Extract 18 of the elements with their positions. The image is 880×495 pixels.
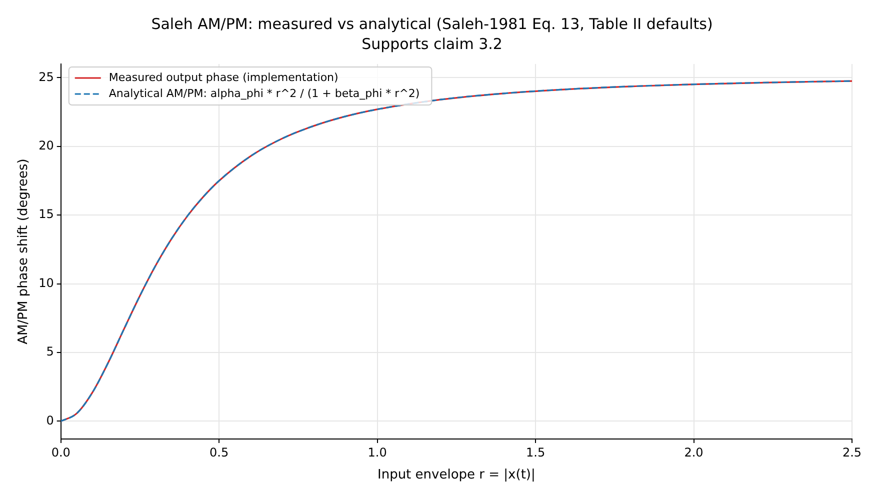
y-tick-label: 5 xyxy=(46,344,54,359)
y-tick-label: 20 xyxy=(38,138,54,153)
x-tick-label: 2.5 xyxy=(842,445,862,460)
x-tick-label: 1.5 xyxy=(526,445,546,460)
legend-label: Analytical AM/PM: alpha_phi * r^2 / (1 + beta_phi * r^2) xyxy=(108,86,420,100)
y-tick-label: 10 xyxy=(38,276,54,290)
x-tick-label: 0.5 xyxy=(210,445,229,460)
chart-title: Saleh AM/PM: measured vs analytical (Saleh-1981 Eq. 13, Table II defaults) xyxy=(151,14,713,33)
y-tick-label: 25 xyxy=(38,70,54,84)
x-axis-title: Input envelope r = |x(t)| xyxy=(377,468,536,483)
chart-subtitle: Supports claim 3.2 xyxy=(362,34,502,53)
y-tick-label: 0 xyxy=(46,413,54,428)
x-tick-label: 1.0 xyxy=(368,445,387,460)
legend-label: Measured output phase (implementation) xyxy=(108,70,338,84)
y-axis-title: AM/PM phase shift (degrees) xyxy=(16,158,32,344)
x-tick-label: 0.0 xyxy=(51,445,70,460)
y-tick-label: 15 xyxy=(38,207,54,222)
x-tick-label: 2.0 xyxy=(684,445,704,460)
